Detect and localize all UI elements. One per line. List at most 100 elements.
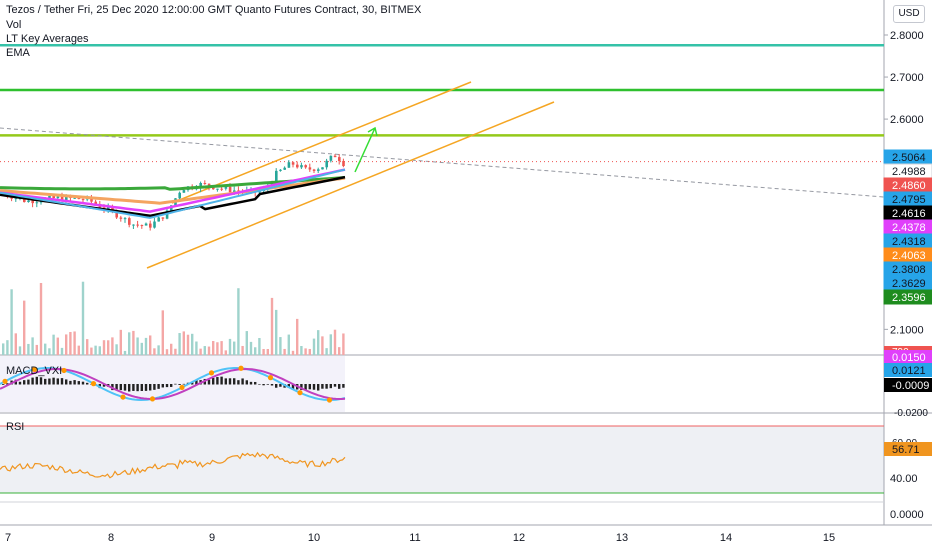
macd-histogram-bar bbox=[233, 378, 236, 385]
candle-body bbox=[342, 160, 345, 167]
macd-histogram-bar bbox=[136, 384, 139, 392]
indicator-label-ema[interactable]: EMA bbox=[6, 47, 30, 59]
candle-body bbox=[287, 162, 291, 168]
price-label-text: 2.4318 bbox=[892, 236, 926, 248]
macd-histogram-bar bbox=[77, 381, 80, 385]
volume-bar bbox=[102, 340, 106, 355]
currency-button[interactable]: USD bbox=[893, 5, 925, 23]
price-label-text: 2.4988 bbox=[892, 166, 926, 178]
volume-bar bbox=[77, 345, 80, 355]
macd-cross-dot bbox=[31, 366, 38, 372]
volume-bar bbox=[312, 338, 316, 355]
volume-bar bbox=[165, 349, 169, 355]
macd-label-text: 0.0150 bbox=[892, 352, 926, 364]
volume-bar bbox=[107, 340, 110, 355]
volume-bar bbox=[220, 341, 223, 355]
volume-bar bbox=[86, 339, 89, 355]
rsi-pane-title[interactable]: RSI bbox=[6, 421, 25, 433]
rsi-axis-label: 0.0000 bbox=[890, 509, 924, 521]
price-label-text: 2.4063 bbox=[892, 250, 926, 262]
volume-bar bbox=[2, 343, 5, 355]
macd-cross-dot bbox=[238, 365, 244, 371]
price-label-text: 2.4378 bbox=[892, 222, 926, 234]
volume-bar bbox=[119, 329, 122, 355]
ma-blue-line bbox=[0, 168, 346, 219]
candle-body bbox=[312, 169, 316, 171]
price-label-text: 2.4795 bbox=[892, 194, 926, 206]
macd-cross-dot bbox=[61, 367, 67, 374]
candle-body bbox=[308, 167, 312, 170]
time-axis-label: 9 bbox=[209, 532, 215, 544]
candle-body bbox=[31, 200, 34, 204]
volume-bar bbox=[161, 310, 164, 355]
macd-histogram-bar bbox=[56, 378, 59, 385]
candle-body bbox=[161, 217, 165, 219]
volume-bar bbox=[325, 348, 328, 355]
channel-upper-line bbox=[171, 81, 472, 204]
macd-cross-dot bbox=[120, 394, 126, 400]
volume-bar bbox=[321, 336, 324, 355]
price-label-text: 2.3596 bbox=[892, 292, 926, 304]
macd-histogram-bar bbox=[191, 382, 194, 385]
projection-arrow bbox=[354, 127, 376, 173]
indicator-label-vol[interactable]: Vol bbox=[6, 19, 22, 31]
macd-histogram-bar bbox=[161, 384, 164, 388]
candle-body bbox=[123, 218, 127, 220]
candle-body bbox=[157, 217, 160, 222]
macd-histogram-bar bbox=[279, 384, 282, 387]
candle-body bbox=[136, 224, 139, 226]
candle-body bbox=[329, 155, 333, 161]
macd-histogram-bar bbox=[44, 378, 47, 385]
candle-body bbox=[182, 190, 186, 193]
candle-body bbox=[107, 207, 110, 210]
volume-bar bbox=[342, 333, 345, 355]
candle-body bbox=[333, 155, 337, 158]
candle-body bbox=[153, 221, 156, 228]
candle-body bbox=[321, 167, 324, 170]
indicator-label-lt-key-averages[interactable]: LT Key Averages bbox=[6, 33, 89, 45]
volume-bar bbox=[287, 334, 290, 355]
candle-body bbox=[224, 186, 228, 189]
candle-body bbox=[56, 196, 60, 199]
macd-histogram-bar bbox=[144, 384, 148, 391]
volume-bar bbox=[304, 348, 307, 355]
volume-bar bbox=[203, 346, 206, 355]
macd-histogram-bar bbox=[228, 378, 232, 385]
macd-histogram-bar bbox=[86, 382, 89, 385]
macd-histogram-bar bbox=[39, 377, 43, 385]
macd-histogram-bar bbox=[304, 384, 307, 390]
macd-histogram-bar bbox=[48, 378, 51, 385]
volume-bar bbox=[275, 309, 278, 355]
macd-cross-dot bbox=[267, 375, 274, 381]
macd-histogram-bar bbox=[31, 377, 34, 385]
price-label-text: 2.3629 bbox=[892, 278, 926, 290]
macd-cross-dot bbox=[179, 384, 185, 391]
volume-bar bbox=[317, 330, 320, 355]
volume-bar bbox=[333, 329, 337, 355]
macd-histogram-bar bbox=[212, 377, 215, 385]
macd-histogram-bar bbox=[207, 379, 211, 385]
volume-bar bbox=[90, 347, 93, 355]
price-axis-label: 2.1000 bbox=[890, 324, 924, 336]
macd-pane-title[interactable]: MACD_VXI bbox=[6, 365, 63, 377]
volume-bar bbox=[123, 350, 127, 355]
candle-body bbox=[52, 195, 55, 199]
ma-magenta-line bbox=[0, 168, 346, 213]
ma-orange-line bbox=[0, 176, 346, 205]
candle-body bbox=[203, 182, 207, 184]
macd-histogram-bar bbox=[119, 384, 122, 391]
volume-bar bbox=[182, 331, 185, 355]
time-axis-label: 15 bbox=[823, 532, 835, 544]
macd-histogram-bar bbox=[174, 383, 177, 385]
candle-body bbox=[283, 167, 286, 170]
macd-histogram-bar bbox=[291, 384, 295, 390]
volume-bar bbox=[224, 350, 227, 355]
candle-body bbox=[212, 186, 215, 190]
volume-bar bbox=[149, 335, 152, 355]
candle-body bbox=[279, 169, 282, 171]
price-axis-label: 2.6000 bbox=[890, 114, 924, 126]
volume-bar bbox=[329, 334, 332, 355]
macd-histogram-bar bbox=[60, 378, 64, 385]
